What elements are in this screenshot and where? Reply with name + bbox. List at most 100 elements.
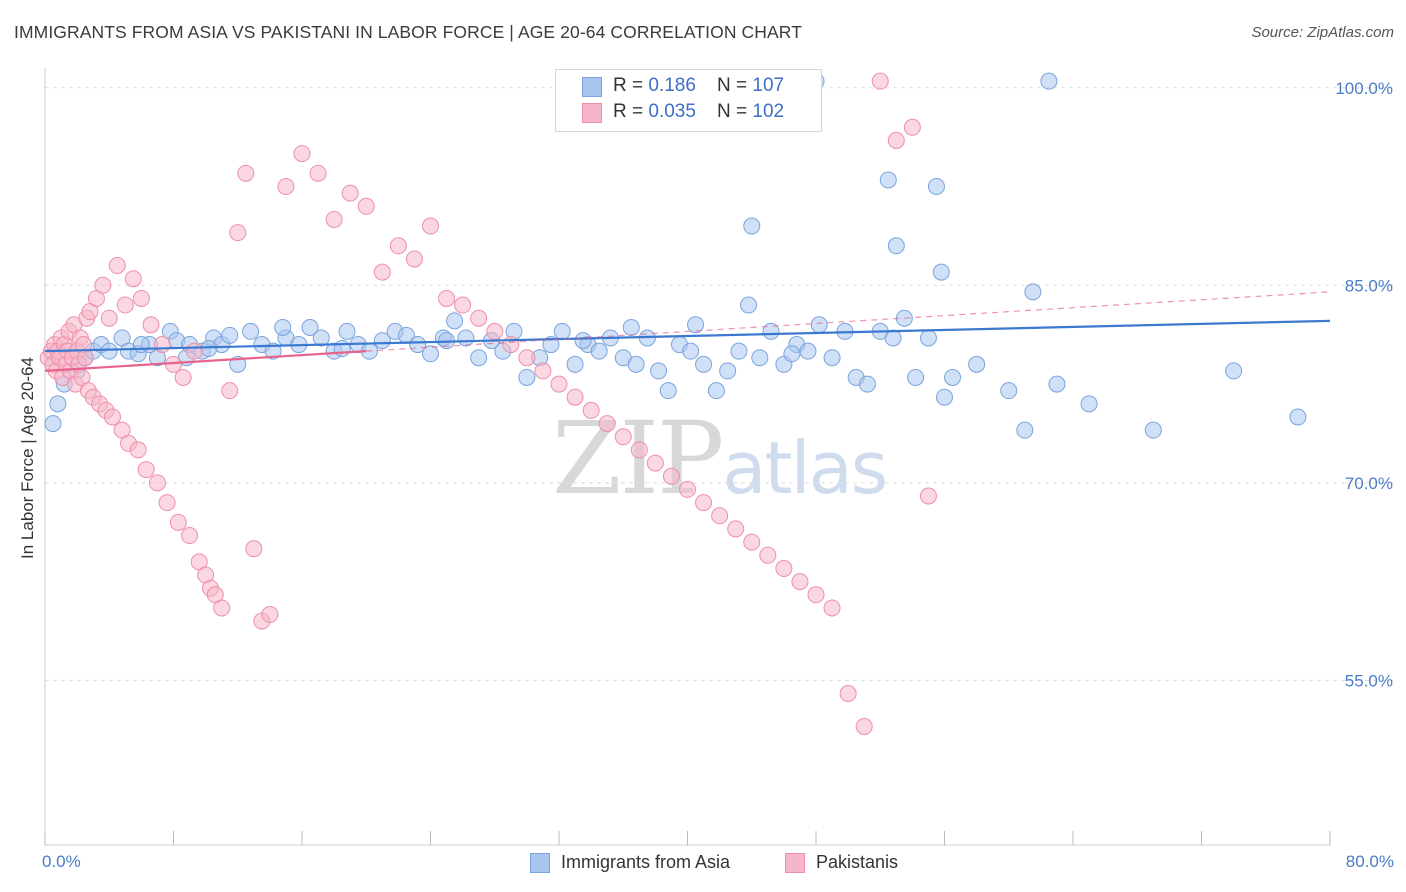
- pakistani-point: [711, 507, 729, 525]
- pakistani-point: [153, 336, 171, 354]
- pakistani-point: [261, 606, 279, 624]
- pakistani-point: [646, 454, 664, 472]
- asia-point: [751, 349, 769, 367]
- y-tick-label: 100.0%: [1335, 79, 1393, 98]
- pakistani-point: [598, 415, 616, 433]
- pakistani-point: [158, 494, 176, 512]
- r-value: 0.035: [648, 101, 696, 122]
- asia-point: [1289, 408, 1307, 426]
- r-label: R =: [613, 75, 649, 96]
- asia-point: [338, 322, 356, 340]
- pakistani-point: [630, 441, 648, 459]
- pakistani-point: [142, 316, 160, 334]
- pakistani-point: [759, 546, 777, 564]
- asia-point: [1000, 382, 1018, 400]
- asia-point: [1225, 362, 1243, 380]
- asia-point: [682, 342, 700, 360]
- n-label: N =: [717, 101, 753, 122]
- asia-point: [373, 332, 391, 350]
- pakistani-point: [470, 309, 488, 327]
- pakistani-point: [100, 309, 118, 327]
- legend-swatch-pakistani: [582, 103, 602, 123]
- asia-point: [1024, 283, 1042, 301]
- asia-point: [799, 342, 817, 360]
- pakistani-point: [373, 263, 391, 281]
- y-tick-label: 85.0%: [1345, 276, 1393, 295]
- pakistani-point: [614, 428, 632, 446]
- pakistani-trend-extension: [366, 291, 1331, 352]
- asia-point: [719, 362, 737, 380]
- asia-point: [887, 237, 905, 255]
- asia-point: [312, 329, 330, 347]
- asia-point: [879, 171, 897, 189]
- asia-point: [659, 382, 677, 400]
- pakistani-point: [855, 717, 873, 735]
- y-tick-label: 55.0%: [1345, 671, 1393, 690]
- pakistani-point: [357, 197, 375, 215]
- pakistani-point: [169, 513, 187, 531]
- pakistani-point: [132, 289, 150, 307]
- asia-point: [457, 329, 475, 347]
- asia-point: [422, 345, 439, 363]
- correlation-legend: R = 0.186 N = 107 R = 0.035 N = 102: [555, 69, 822, 132]
- asia-point: [44, 415, 62, 433]
- pakistani-point: [405, 250, 423, 268]
- pakistani-point: [277, 178, 295, 196]
- r-label: R =: [613, 101, 649, 122]
- pakistani-point: [550, 375, 568, 393]
- pakistani-point: [129, 441, 147, 459]
- legend-swatch-asia: [530, 853, 550, 873]
- asia-point: [743, 217, 761, 235]
- asia-point: [944, 368, 962, 386]
- pakistani-point: [229, 224, 247, 242]
- asia-point: [884, 329, 902, 347]
- asia-point: [1080, 395, 1098, 413]
- pakistani-point: [454, 296, 472, 314]
- asia-point: [622, 318, 640, 336]
- pakistani-point: [325, 210, 343, 228]
- pakistani-point: [389, 237, 407, 255]
- asia-point: [553, 322, 571, 340]
- pakistani-trend-line: [44, 350, 367, 372]
- asia-point: [221, 326, 239, 344]
- pakistani-point: [807, 586, 825, 604]
- legend-label-asia: Immigrants from Asia: [561, 852, 731, 872]
- pakistani-point: [566, 388, 584, 406]
- pakistani-point: [534, 362, 552, 380]
- y-axis-label: In Labor Force | Age 20-64: [18, 357, 37, 559]
- pakistani-point: [103, 408, 121, 426]
- legend-swatch-pakistani: [785, 853, 805, 873]
- pakistani-point: [679, 480, 696, 498]
- r-value: 0.186: [648, 75, 696, 96]
- asia-point: [936, 388, 953, 406]
- pakistani-point: [919, 487, 937, 505]
- asia-point: [762, 322, 780, 340]
- asia-point: [590, 342, 608, 360]
- pakistani-point: [245, 540, 263, 558]
- pakistani-point: [662, 467, 680, 485]
- pakistani-point: [221, 382, 239, 400]
- asia-point: [242, 322, 260, 340]
- asia-point: [566, 355, 584, 373]
- pakistani-point: [116, 296, 134, 314]
- pakistani-point: [237, 164, 255, 182]
- asia-point: [470, 349, 488, 367]
- pakistani-point: [887, 131, 905, 149]
- asia-point: [695, 355, 713, 373]
- asia-point: [783, 345, 801, 363]
- asia-point: [446, 312, 464, 330]
- asia-point: [932, 263, 950, 281]
- pakistani-point: [743, 533, 761, 551]
- asia-point: [858, 375, 876, 393]
- pakistani-point: [185, 342, 203, 360]
- pakistani-point: [76, 349, 94, 367]
- asia-point: [1144, 421, 1162, 439]
- asia-point: [132, 336, 150, 354]
- asia-point: [264, 342, 282, 360]
- asia-point: [574, 332, 592, 350]
- asia-point: [907, 368, 925, 386]
- pakistani-point: [148, 474, 166, 492]
- asia-point: [1040, 72, 1058, 90]
- asia-point: [1016, 421, 1034, 439]
